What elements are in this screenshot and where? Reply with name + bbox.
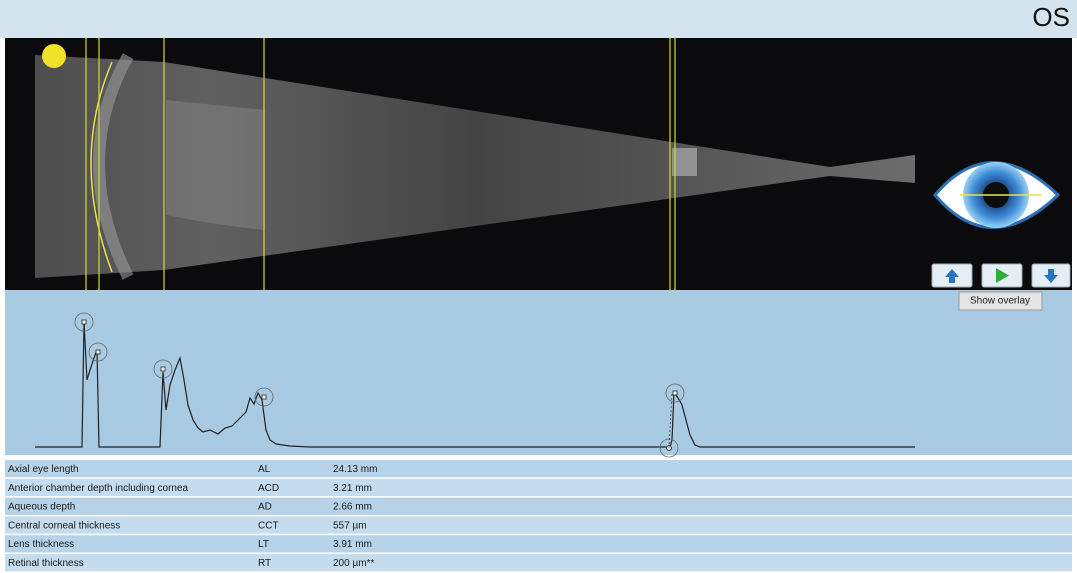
row-label: Central corneal thickness bbox=[8, 520, 120, 531]
eye-side-label: OS bbox=[1032, 2, 1070, 32]
row-bg bbox=[5, 535, 1072, 553]
fixation-dot bbox=[42, 44, 66, 68]
eye-icon bbox=[933, 161, 1061, 229]
row-bg bbox=[5, 554, 1072, 572]
lens bbox=[166, 100, 265, 230]
play-button[interactable] bbox=[981, 263, 1023, 288]
row-bg bbox=[5, 460, 1072, 478]
results-table: Axial eye length AL 24.13 mm Anterior chamb… bbox=[5, 460, 1072, 572]
row-label: Axial eye length bbox=[8, 464, 79, 475]
row-bg bbox=[5, 516, 1072, 534]
top-bar bbox=[0, 0, 1077, 38]
row-label: Lens thickness bbox=[8, 539, 74, 550]
retina bbox=[672, 148, 697, 176]
row-bg bbox=[5, 478, 1072, 497]
row-abbrev: AD bbox=[258, 502, 272, 513]
a-scan-panel bbox=[5, 290, 1072, 455]
a-scan-trace bbox=[35, 321, 915, 448]
row-abbrev: AL bbox=[258, 464, 271, 475]
row-bg bbox=[5, 497, 1072, 515]
row-abbrev: CCT bbox=[258, 520, 279, 531]
retina-gauge bbox=[668, 392, 673, 449]
table-row: Retinal thickness RT 200 µm** bbox=[5, 554, 1072, 572]
scroll-up-button[interactable] bbox=[931, 263, 973, 288]
table-row: Lens thickness LT 3.91 mm bbox=[5, 535, 1072, 553]
overlay-tooltip[interactable]: Show overlay bbox=[958, 291, 1043, 311]
row-label: Aqueous depth bbox=[8, 502, 75, 513]
scan-cone bbox=[35, 55, 915, 278]
row-value: 200 µm** bbox=[333, 558, 374, 569]
scroll-down-button[interactable] bbox=[1031, 263, 1071, 288]
row-label: Retinal thickness bbox=[8, 558, 84, 569]
row-abbrev: ACD bbox=[258, 483, 279, 494]
peak-handles bbox=[81, 319, 678, 451]
tooltip-text: Show overlay bbox=[970, 296, 1030, 307]
row-abbrev: LT bbox=[258, 539, 269, 550]
row-value: 2.66 mm bbox=[333, 502, 372, 513]
row-value: 557 µm bbox=[333, 520, 367, 531]
table-row: Axial eye length AL 24.13 mm bbox=[5, 460, 1072, 478]
table-row: Anterior chamber depth including cornea A… bbox=[5, 478, 1072, 497]
row-value: 3.91 mm bbox=[333, 539, 372, 550]
table-row: Aqueous depth AD 2.66 mm bbox=[5, 497, 1072, 515]
row-abbrev: RT bbox=[258, 558, 271, 569]
row-label: Anterior chamber depth including cornea bbox=[8, 483, 189, 494]
row-value: 3.21 mm bbox=[333, 483, 372, 494]
cornea-arc bbox=[90, 61, 113, 273]
row-value: 24.13 mm bbox=[333, 464, 377, 475]
table-row: Central corneal thickness CCT 557 µm bbox=[5, 516, 1072, 534]
